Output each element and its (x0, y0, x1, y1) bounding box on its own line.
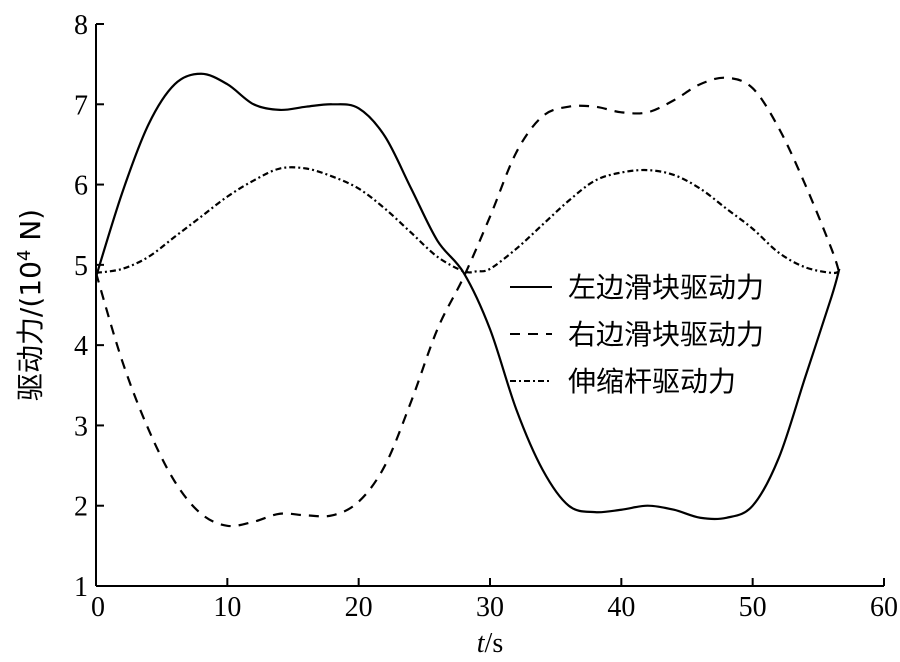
x-tick-label: 10 (213, 592, 241, 623)
series-line-left-slider (94, 72, 841, 521)
y-tick-label: 4 (74, 331, 88, 362)
y-axis-label: 驱动力/(104 N) (14, 209, 47, 401)
series-line-telescopic-rod (95, 166, 840, 275)
y-axis-label-sup: 4 (14, 250, 35, 261)
y-tick-label: 1 (74, 572, 88, 603)
x-axis-label-var: t (477, 628, 486, 659)
y-axis-label-main: 驱动力/(10 (14, 261, 47, 401)
y-tick-label: 7 (74, 90, 88, 121)
y-tick-label: 6 (74, 171, 88, 202)
y-axis-label-tail: N) (14, 209, 47, 250)
y-tick-label: 8 (74, 10, 88, 41)
y-tick-label: 2 (74, 492, 88, 523)
x-tick-label: 0 (91, 592, 105, 623)
y-tick-label: 5 (74, 251, 88, 282)
x-tick-label: 50 (739, 592, 767, 623)
x-ticks: 0 10 20 30 40 50 60 (91, 578, 898, 623)
legend-label-telescopic-rod: 伸缩杆驱动力 (568, 365, 736, 398)
x-tick-label: 60 (870, 592, 898, 623)
legend-label-right-slider: 右边滑块驱动力 (568, 318, 764, 351)
legend-label-left-slider: 左边滑块驱动力 (568, 271, 764, 304)
y-ticks: 1 2 3 4 5 6 7 8 (74, 10, 104, 603)
x-tick-label: 30 (476, 592, 504, 623)
x-axis-label-unit: /s (485, 628, 504, 659)
legend: 左边滑块驱动力 右边滑块驱动力 伸缩杆驱动力 (510, 271, 764, 398)
x-tick-label: 40 (607, 592, 635, 623)
series-line-right-slider (94, 76, 841, 528)
series-layer (94, 72, 841, 528)
axes: 0 10 20 30 40 50 60 1 2 3 4 5 6 7 8 (74, 10, 898, 623)
y-tick-label: 3 (74, 411, 88, 442)
x-tick-label: 20 (345, 592, 373, 623)
x-axis-label: t/s (477, 628, 503, 659)
